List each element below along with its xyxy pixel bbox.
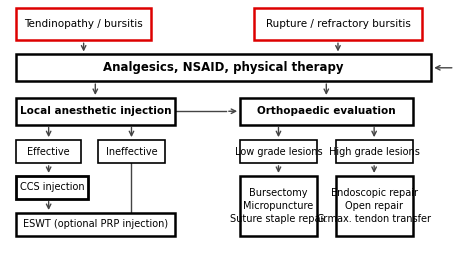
FancyBboxPatch shape — [240, 176, 317, 236]
FancyBboxPatch shape — [240, 98, 413, 125]
FancyBboxPatch shape — [16, 176, 88, 199]
Text: CCS injection: CCS injection — [20, 182, 84, 192]
Text: Low grade lesions: Low grade lesions — [235, 146, 322, 157]
Text: Rupture / refractory bursitis: Rupture / refractory bursitis — [265, 19, 410, 29]
FancyBboxPatch shape — [16, 140, 82, 163]
Text: Tendinopathy / bursitis: Tendinopathy / bursitis — [24, 19, 143, 29]
Text: Effective: Effective — [27, 146, 70, 157]
Text: Ineffective: Ineffective — [106, 146, 157, 157]
FancyBboxPatch shape — [16, 8, 151, 40]
FancyBboxPatch shape — [336, 140, 413, 163]
Text: Analgesics, NSAID, physical therapy: Analgesics, NSAID, physical therapy — [103, 61, 344, 74]
FancyBboxPatch shape — [16, 213, 174, 236]
Text: Endoscopic repair
Open repair
G.max. tendon transfer: Endoscopic repair Open repair G.max. ten… — [317, 188, 431, 224]
FancyBboxPatch shape — [16, 54, 431, 81]
Text: High grade lesions: High grade lesions — [328, 146, 419, 157]
FancyBboxPatch shape — [254, 8, 422, 40]
FancyBboxPatch shape — [240, 140, 317, 163]
Text: ESWT (optional PRP injection): ESWT (optional PRP injection) — [23, 219, 168, 229]
FancyBboxPatch shape — [98, 140, 165, 163]
Text: Local anesthetic injection: Local anesthetic injection — [19, 106, 171, 116]
Text: Orthopaedic evaluation: Orthopaedic evaluation — [257, 106, 396, 116]
FancyBboxPatch shape — [16, 98, 174, 125]
FancyBboxPatch shape — [336, 176, 413, 236]
Text: Bursectomy
Micropuncture
Suture staple repair: Bursectomy Micropuncture Suture staple r… — [230, 188, 327, 224]
